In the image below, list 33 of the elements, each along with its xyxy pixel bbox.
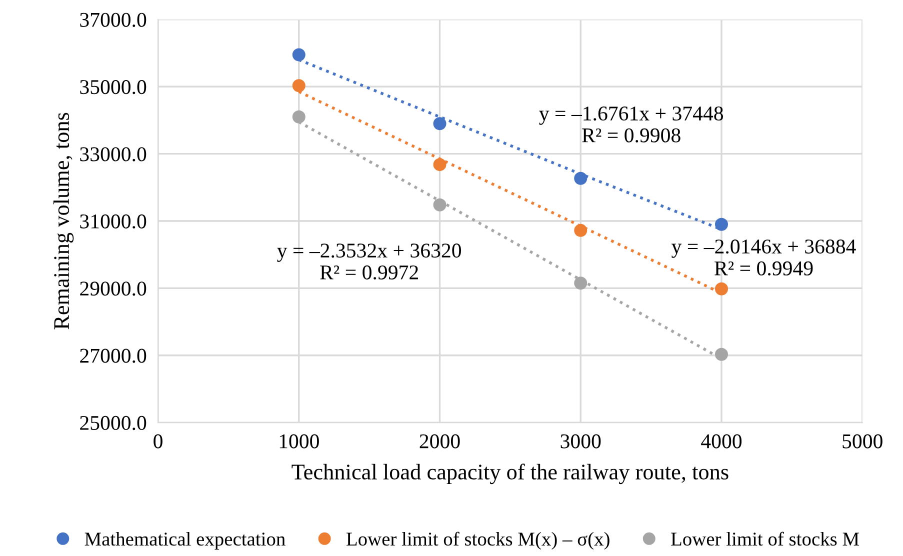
point bbox=[714, 282, 728, 296]
y-tick-label: 35000.0 bbox=[80, 80, 146, 94]
x-tick-label: 1000 bbox=[280, 434, 319, 448]
point bbox=[292, 110, 306, 124]
point bbox=[574, 276, 588, 290]
legend-label: Lower limit of stocks M bbox=[671, 532, 859, 546]
x-tick-label: 5000 bbox=[842, 434, 882, 448]
x-tick-label: 3000 bbox=[560, 434, 601, 448]
y-tick-label: 29000.0 bbox=[80, 282, 146, 296]
y-tick-label: 31000.0 bbox=[80, 214, 146, 229]
annotation: y = –2.0146x + 36884 R² = 0.9949 bbox=[672, 240, 856, 276]
y-tick-label: 33000.0 bbox=[80, 147, 146, 162]
legend-label: Lower limit of stocks M(x) – σ(x) bbox=[346, 532, 610, 550]
point bbox=[433, 198, 446, 212]
point bbox=[714, 218, 728, 231]
x-axis-title: Technical load capacity of the railway route, tons bbox=[292, 464, 728, 484]
point bbox=[433, 117, 446, 130]
legend-label: Mathematical expectation bbox=[84, 532, 286, 550]
y-axis-title: Remaining volume, tons bbox=[53, 112, 74, 330]
x-tick-label: 0 bbox=[154, 434, 162, 448]
annotation: y = –1.6761x + 37448 R² = 0.9908 bbox=[539, 106, 724, 142]
point bbox=[292, 79, 306, 92]
point bbox=[292, 48, 306, 62]
point bbox=[714, 348, 728, 361]
y-tick-label: 25000.0 bbox=[80, 416, 146, 430]
annotation: y = –2.3532x + 36320 R² = 0.9972 bbox=[277, 244, 462, 280]
point bbox=[574, 224, 588, 237]
point bbox=[574, 172, 588, 185]
x-tick-label: 4000 bbox=[701, 434, 742, 448]
y-tick-label: 27000.0 bbox=[80, 348, 146, 363]
y-tick-label: 37000.0 bbox=[80, 12, 146, 27]
x-tick-label: 2000 bbox=[420, 434, 460, 448]
point bbox=[433, 158, 446, 172]
